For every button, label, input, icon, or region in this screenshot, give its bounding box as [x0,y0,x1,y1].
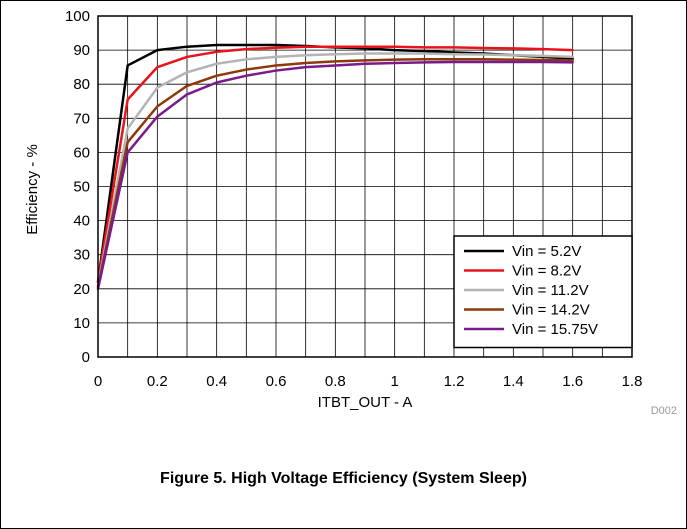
y-tick-label: 0 [82,349,90,366]
y-tick-label: 20 [73,281,90,298]
y-tick-label: 50 [73,179,90,196]
x-tick-label: 1.4 [503,373,524,390]
y-tick-label: 80 [73,76,90,93]
x-tick-label: 1.8 [622,373,643,390]
series-line [96,58,574,289]
plot-area-border [97,15,633,358]
series-line [96,45,574,284]
series-line [96,52,574,287]
legend-label: Vin = 15.75V [512,321,598,338]
figure-code: D002 [651,405,677,417]
y-tick-label: 60 [73,144,90,161]
x-tick-label: 0.6 [266,373,287,390]
x-tick-label: 0.4 [206,373,227,390]
legend-label: Vin = 5.2V [512,243,581,260]
series-lines [96,43,574,291]
figure-caption: Figure 5. High Voltage Efficiency (Syste… [160,470,527,487]
legend: Vin = 5.2V Vin = 8.2V Vin = 11.2V Vin = 14.… [453,235,633,349]
legend-label: Vin = 14.2V [512,302,590,319]
y-tick-label: 90 [73,42,90,59]
y-tick-label: 100 [65,8,90,25]
series-line [96,60,574,291]
y-tick-label: 10 [73,315,90,332]
x-tick-label: 1.2 [444,373,465,390]
x-axis-label: ITBT_OUT - A [318,394,413,411]
legend-label: Vin = 8.2V [512,263,581,280]
x-tick-label: 0.2 [147,373,168,390]
tick-labels: 0 0.2 0.4 0.6 0.8 1 1.2 1.4 1.6 1.8 0 10 20 30 40 50 60 7… [65,8,642,390]
x-tick-label: 0.8 [325,373,346,390]
y-axis-label: Efficiency - % [24,144,41,235]
legend-label: Vin = 11.2V [512,282,589,299]
grid [98,16,632,357]
x-tick-label: 1.6 [562,373,583,390]
y-tick-label: 30 [73,247,90,264]
x-tick-label: 0 [94,373,102,390]
y-tick-label: 40 [73,213,90,230]
x-tick-label: 1 [390,373,398,390]
y-tick-label: 70 [73,110,90,127]
